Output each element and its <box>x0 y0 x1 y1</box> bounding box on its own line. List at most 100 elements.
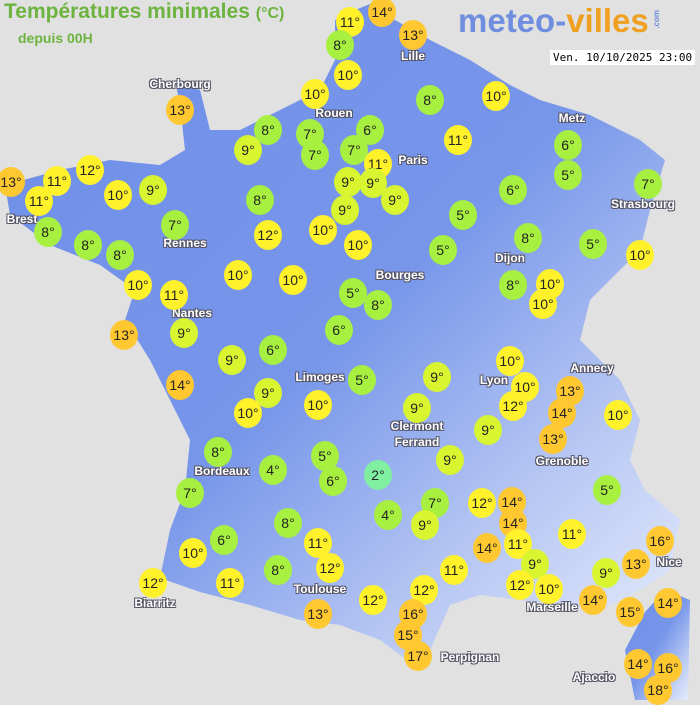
temperature-marker[interactable]: 17° <box>404 641 432 671</box>
temperature-marker[interactable]: 6° <box>319 466 347 496</box>
temperature-marker[interactable]: 5° <box>554 160 582 190</box>
temperature-marker[interactable]: 2° <box>364 460 392 490</box>
temperature-marker[interactable]: 8° <box>416 85 444 115</box>
temperature-marker[interactable]: 10° <box>482 81 510 111</box>
temperature-marker[interactable]: 8° <box>106 240 134 270</box>
temperature-marker[interactable]: 4° <box>259 455 287 485</box>
temperature-marker[interactable]: 11° <box>160 280 188 310</box>
temperature-marker[interactable]: 9° <box>218 345 246 375</box>
temperature-marker[interactable]: 9° <box>334 167 362 197</box>
temperature-marker[interactable]: 13° <box>622 549 650 579</box>
temperature-marker[interactable]: 14° <box>166 370 194 400</box>
temperature-marker[interactable]: 5° <box>579 229 607 259</box>
temperature-marker[interactable]: 10° <box>535 574 563 604</box>
temperature-marker[interactable]: 10° <box>511 372 539 402</box>
temperature-marker[interactable]: 8° <box>74 230 102 260</box>
temperature-marker[interactable]: 12° <box>76 155 104 185</box>
temperature-marker[interactable]: 9° <box>474 415 502 445</box>
temperature-marker[interactable]: 13° <box>399 20 427 50</box>
temperature-marker[interactable]: 12° <box>359 585 387 615</box>
temperature-marker[interactable]: 10° <box>179 538 207 568</box>
temperature-marker[interactable]: 10° <box>309 215 337 245</box>
temperature-marker[interactable]: 14° <box>473 533 501 563</box>
temperature-marker[interactable]: 8° <box>326 30 354 60</box>
temperature-marker[interactable]: 5° <box>348 365 376 395</box>
temperature-marker[interactable]: 13° <box>110 320 138 350</box>
temperature-marker[interactable]: 10° <box>301 79 329 109</box>
temperature-marker[interactable]: 8° <box>264 555 292 585</box>
meteo-villes-logo[interactable]: meteo-villes .com <box>458 2 661 39</box>
temperature-marker[interactable]: 5° <box>429 235 457 265</box>
temperature-marker[interactable]: 12° <box>316 553 344 583</box>
temperature-marker[interactable]: 11° <box>216 568 244 598</box>
temperature-marker[interactable]: 8° <box>204 437 232 467</box>
temperature-marker[interactable]: 10° <box>496 346 524 376</box>
temperature-marker[interactable]: 13° <box>0 167 25 197</box>
temperature-marker[interactable]: 16° <box>399 599 427 629</box>
temperature-marker[interactable]: 10° <box>344 230 372 260</box>
temperature-marker[interactable]: 15° <box>616 597 644 627</box>
temperature-marker[interactable]: 14° <box>624 649 652 679</box>
temperature-marker[interactable]: 14° <box>368 0 396 27</box>
temperature-marker[interactable]: 5° <box>339 278 367 308</box>
temperature-marker[interactable]: 11° <box>558 519 586 549</box>
temperature-marker[interactable]: 13° <box>166 95 194 125</box>
temperature-marker[interactable]: 11° <box>43 166 71 196</box>
temperature-marker[interactable]: 5° <box>593 475 621 505</box>
temperature-marker[interactable]: 4° <box>374 500 402 530</box>
temperature-marker[interactable]: 8° <box>364 290 392 320</box>
temperature-marker[interactable]: 9° <box>139 175 167 205</box>
temperature-marker[interactable]: 18° <box>644 675 672 705</box>
temperature-marker[interactable]: 9° <box>170 318 198 348</box>
temperature-marker[interactable]: 8° <box>514 223 542 253</box>
temperature-marker[interactable]: 14° <box>579 585 607 615</box>
temperature-marker[interactable]: 6° <box>259 335 287 365</box>
temperature-marker[interactable]: 6° <box>554 130 582 160</box>
temperature-marker[interactable]: 10° <box>279 265 307 295</box>
temperature-marker[interactable]: 10° <box>104 180 132 210</box>
temperature-marker[interactable]: 8° <box>246 185 274 215</box>
temperature-marker[interactable]: 6° <box>325 315 353 345</box>
temperature-marker[interactable]: 16° <box>654 653 682 683</box>
temperature-marker[interactable]: 10° <box>334 60 362 90</box>
temperature-marker[interactable]: 12° <box>139 568 167 598</box>
temperature-marker[interactable]: 9° <box>592 558 620 588</box>
temperature-marker[interactable]: 10° <box>234 398 262 428</box>
temperature-marker[interactable]: 11° <box>444 125 472 155</box>
temperature-marker[interactable]: 7° <box>161 210 189 240</box>
temperature-marker[interactable]: 13° <box>304 599 332 629</box>
temperature-marker[interactable]: 11° <box>440 555 468 585</box>
temperature-marker[interactable]: 9° <box>436 445 464 475</box>
temperature-marker[interactable]: 12° <box>499 391 527 421</box>
temperature-marker[interactable]: 10° <box>626 240 654 270</box>
temperature-marker[interactable]: 6° <box>210 525 238 555</box>
temperature-marker[interactable]: 12° <box>506 570 534 600</box>
temperature-marker[interactable]: 6° <box>499 175 527 205</box>
temperature-marker[interactable]: 8° <box>499 270 527 300</box>
temperature-marker[interactable]: 16° <box>646 526 674 556</box>
temperature-marker[interactable]: 9° <box>423 362 451 392</box>
temperature-marker[interactable]: 9° <box>403 393 431 423</box>
temperature-marker[interactable]: 12° <box>254 220 282 250</box>
temperature-marker[interactable]: 14° <box>654 588 682 618</box>
temperature-marker[interactable]: 14° <box>548 398 576 428</box>
temperature-marker[interactable]: 10° <box>224 260 252 290</box>
temperature-marker[interactable]: 5° <box>311 441 339 471</box>
temperature-marker[interactable]: 9° <box>234 135 262 165</box>
temperature-marker[interactable]: 8° <box>274 508 302 538</box>
temperature-marker[interactable]: 10° <box>124 270 152 300</box>
temperature-marker[interactable]: 10° <box>529 289 557 319</box>
temperature-marker[interactable]: 10° <box>604 400 632 430</box>
temperature-marker[interactable]: 12° <box>468 488 496 518</box>
temperature-marker[interactable]: 7° <box>634 169 662 199</box>
temperature-marker[interactable]: 13° <box>539 424 567 454</box>
temperature-marker[interactable]: 10° <box>304 390 332 420</box>
temperature-marker[interactable]: 5° <box>449 200 477 230</box>
temperature-marker[interactable]: 7° <box>340 135 368 165</box>
temperature-marker[interactable]: 9° <box>381 185 409 215</box>
temperature-marker[interactable]: 7° <box>176 478 204 508</box>
temperature-marker[interactable]: 8° <box>34 217 62 247</box>
temperature-marker[interactable]: 7° <box>301 140 329 170</box>
temperature-marker[interactable]: 9° <box>411 510 439 540</box>
temperature-marker[interactable]: 9° <box>331 195 359 225</box>
